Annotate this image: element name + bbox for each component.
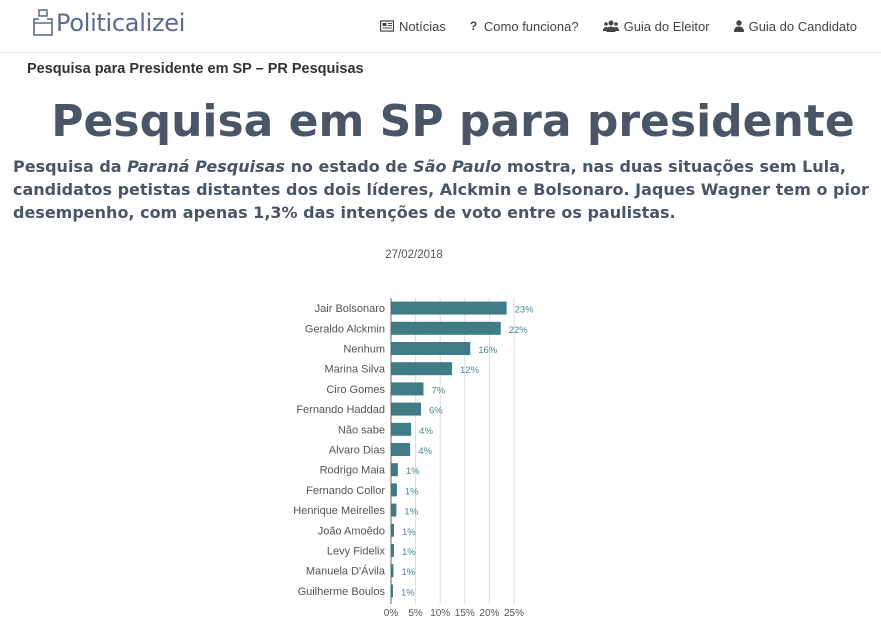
nav-label-como-funciona: Como funciona? (483, 18, 579, 34)
bar (391, 564, 394, 578)
data-label: 1% (402, 547, 416, 558)
subtitle-text-1: Pesquisa da (13, 157, 128, 176)
x-tick-label: 20% (479, 608, 499, 619)
category-label: Fernando Haddad (296, 404, 385, 416)
category-label: Manuela D'Ávila (306, 565, 386, 578)
logo[interactable]: Politicalizei (33, 9, 185, 37)
nav-label-guia-eleitor: Guia do Eleitor (623, 18, 710, 34)
category-label: Levy Fidelix (327, 546, 386, 558)
newspaper-icon (379, 20, 394, 32)
chart-title: 27/02/2018 (385, 249, 443, 261)
data-label: 1% (405, 486, 419, 497)
category-label: Fernando Collor (306, 485, 385, 497)
subtitle-text-2: no estado de (284, 157, 414, 176)
x-tick-label: 15% (455, 608, 475, 619)
nav-item-guia-candidato[interactable]: Guia do Candidato (733, 18, 857, 34)
nav-item-noticias[interactable]: Notícias (379, 18, 446, 34)
nav-item-guia-eleitor[interactable]: Guia do Eleitor (602, 18, 710, 34)
x-tick-label: 0% (384, 608, 399, 619)
data-label: 12% (460, 365, 480, 376)
data-label: 22% (509, 325, 529, 336)
category-label: Não sabe (338, 424, 385, 436)
data-label: 1% (401, 567, 415, 578)
bar (391, 584, 393, 598)
bar (391, 402, 422, 416)
category-label: Nenhum (343, 344, 385, 356)
category-label: Marina Silva (324, 364, 385, 376)
category-label: Alvaro Dias (329, 445, 386, 457)
user-icon (733, 20, 744, 32)
ballot-box-icon (33, 9, 53, 36)
poll-bar-chart: 27/02/2018 0% 5% 10% 15% 20% 25% Jair Bolsonaro… (293, 249, 535, 619)
data-label: 1% (401, 587, 415, 598)
nav-label-guia-candidato: Guia do Candidato (748, 18, 857, 34)
main-nav: Notícias ? Como funciona? Guia do Eleito… (356, 0, 857, 52)
data-label: 4% (418, 446, 432, 457)
category-label: Ciro Gomes (326, 384, 385, 396)
bar (391, 382, 424, 396)
subtitle-state: São Paulo (413, 157, 502, 176)
category-label: Jair Bolsonaro (315, 303, 385, 315)
navbar: Politicalizei Notícias ? Como funciona? (0, 0, 881, 53)
brand-name: Politicalizei (56, 9, 186, 37)
bar (391, 321, 501, 335)
category-label: João Amoêdo (318, 525, 385, 537)
data-label: 1% (402, 527, 416, 538)
data-label: 1% (404, 507, 418, 518)
bar (391, 422, 412, 436)
bar (391, 503, 397, 517)
data-label: 7% (431, 385, 445, 396)
nav-label-noticias: Notícias (398, 18, 446, 34)
category-label: Guilherme Boulos (298, 586, 386, 598)
subtitle-text-3: mostra, nas duas situações sem Lula, can… (13, 157, 869, 222)
bar (391, 483, 397, 497)
category-label: Geraldo Alckmin (305, 323, 385, 335)
category-label: Rodrigo Maia (320, 465, 386, 477)
breadcrumb: Pesquisa para Presidente em SP – PR Pesq… (27, 61, 364, 77)
bar (391, 301, 507, 315)
data-label: 4% (419, 426, 433, 437)
bar (391, 342, 471, 355)
data-label: 23% (515, 305, 535, 316)
page-title: Pesquisa em SP para presidente (51, 96, 855, 147)
x-tick-label: 10% (430, 608, 450, 619)
subtitle-source: Paraná Pesquisas (127, 157, 285, 176)
bar (391, 463, 398, 477)
data-label: 6% (429, 406, 443, 417)
nav-item-como-funciona[interactable]: ? Como funciona? (470, 19, 579, 34)
bar (391, 523, 394, 537)
x-tick-label: 25% (504, 608, 524, 619)
data-label: 16% (478, 345, 498, 356)
bar (391, 443, 411, 456)
bar (391, 544, 394, 557)
article-subtitle: Pesquisa da Paraná Pesquisas no estado d… (13, 155, 875, 224)
x-tick-label: 5% (408, 608, 423, 619)
data-label: 1% (406, 466, 420, 477)
question-icon: ? (469, 19, 478, 33)
users-icon (602, 20, 619, 32)
bar (391, 362, 453, 376)
category-label: Henrique Meirelles (293, 505, 385, 517)
